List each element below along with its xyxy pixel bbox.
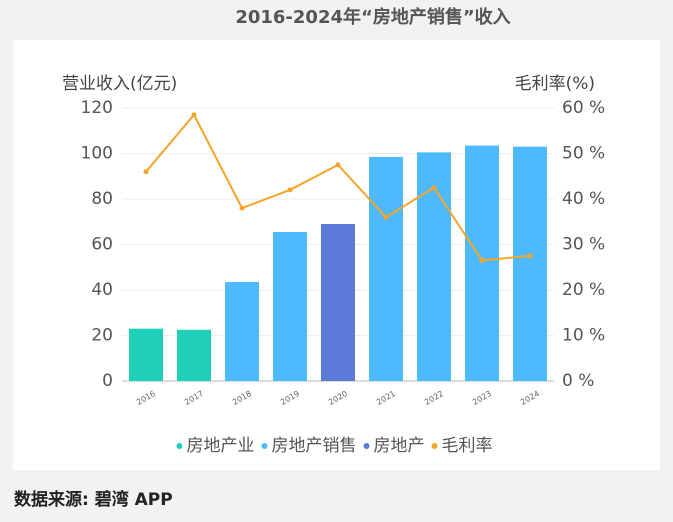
line-point <box>383 214 389 220</box>
y2-tick-label: 50 % <box>562 144 605 164</box>
legend-marker <box>363 443 370 449</box>
legend-marker <box>261 443 268 449</box>
bar <box>417 152 451 381</box>
line-point <box>143 169 149 175</box>
y2-tick-label: 20 % <box>562 280 605 300</box>
y-tick-label: 60 <box>91 235 113 255</box>
y-tick-label: 40 <box>91 280 113 300</box>
bar <box>177 329 211 381</box>
line-point <box>479 257 485 263</box>
legend-label: 房地产 <box>374 436 425 456</box>
bar <box>129 328 163 381</box>
line-point <box>239 205 245 211</box>
y-axis-title: 营业收入(亿元) <box>62 74 177 94</box>
legend-label: 房地产业 <box>187 436 255 456</box>
line-point <box>191 112 197 118</box>
line-point <box>287 187 293 193</box>
legend-label: 毛利率 <box>442 436 493 456</box>
y-tick-label: 100 <box>81 144 113 164</box>
bar <box>225 282 259 381</box>
source-note: 数据来源: 碧湾 APP <box>14 489 173 510</box>
legend: 房地产业 房地产销售 房地产 毛利率 <box>176 436 493 456</box>
bar <box>513 146 547 381</box>
legend-label: 房地产销售 <box>272 436 357 456</box>
bar <box>369 156 403 381</box>
line-point <box>527 253 533 259</box>
y-tick-label: 20 <box>91 326 113 346</box>
y2-tick-label: 30 % <box>562 235 605 255</box>
bar <box>321 224 355 381</box>
y-tick-label: 120 <box>81 98 113 118</box>
y2-tick-label: 0 % <box>562 371 594 391</box>
y2-tick-label: 60 % <box>562 98 605 118</box>
legend-marker <box>176 443 183 449</box>
legend-marker <box>431 443 438 449</box>
bar <box>273 231 307 381</box>
y-tick-label: 80 <box>91 189 113 209</box>
chart-title: 2016-2024年“房地产销售”收入 <box>235 6 510 28</box>
line-point <box>335 162 341 168</box>
bar <box>465 145 499 381</box>
y-tick-label: 0 <box>102 371 113 391</box>
y2-tick-label: 40 % <box>562 189 605 209</box>
line-point <box>431 185 437 191</box>
y2-axis-title: 毛利率(%) <box>515 74 595 94</box>
y2-tick-label: 10 % <box>562 326 605 346</box>
